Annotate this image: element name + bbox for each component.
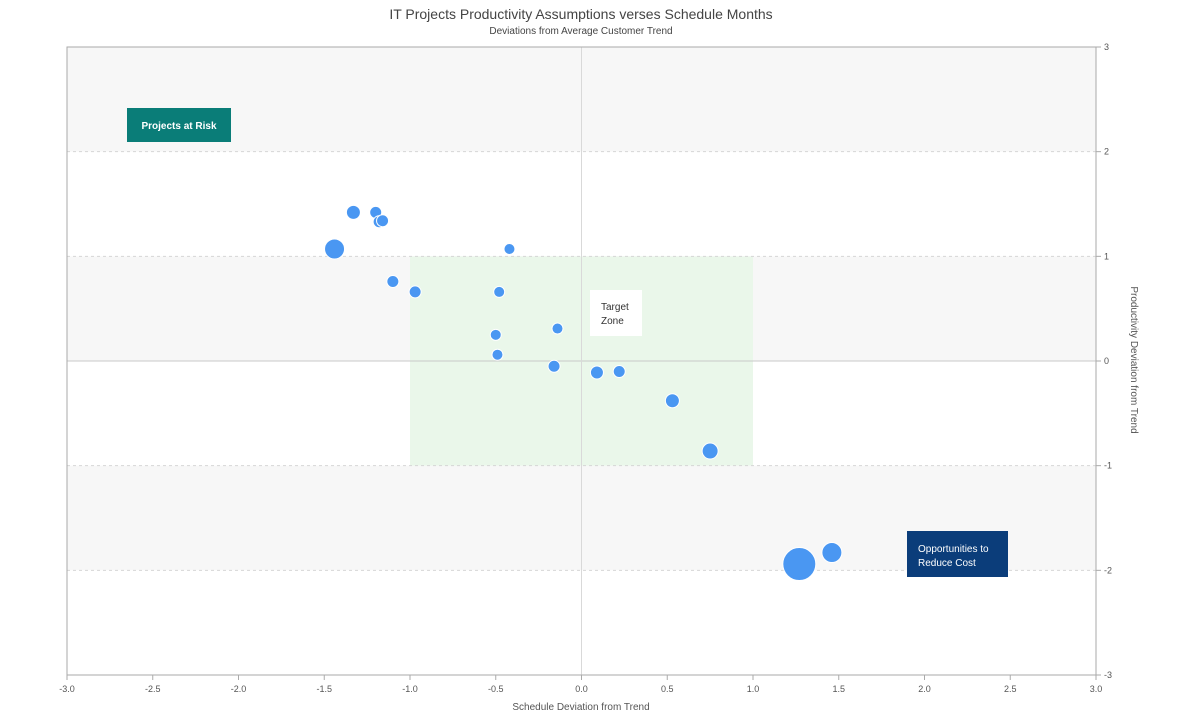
data-point	[701, 442, 719, 460]
x-tick-label: 1.5	[832, 684, 845, 694]
x-tick-label: -2.5	[145, 684, 161, 694]
x-tick-label: 3.0	[1090, 684, 1103, 694]
annotation-opportunities: Opportunities to Reduce Cost	[907, 531, 1008, 577]
y-tick-label: -1	[1104, 461, 1112, 471]
annotation-projects-at-risk-text: Projects at Risk	[141, 121, 216, 132]
x-tick-label: 2.0	[918, 684, 931, 694]
y-axis-label: Productivity Deviation from Trend	[1128, 286, 1139, 433]
x-tick-label: -2.0	[231, 684, 247, 694]
data-point	[386, 274, 400, 288]
chart-title: IT Projects Productivity Assumptions ver…	[389, 6, 772, 22]
chart-subtitle: Deviations from Average Customer Trend	[489, 26, 672, 37]
data-point	[547, 359, 561, 373]
data-point	[551, 322, 564, 335]
annotation-target-zone: Target Zone	[590, 290, 642, 336]
data-point	[503, 243, 516, 256]
data-point	[821, 542, 843, 564]
y-axis-ticks: 3 2 1 0 -1 -2 -3	[1096, 42, 1112, 680]
data-point	[664, 393, 680, 409]
x-tick-label: 1.0	[747, 684, 760, 694]
x-tick-label: -1.0	[402, 684, 418, 694]
x-tick-label: -3.0	[59, 684, 75, 694]
annotation-target-zone-text: Target Zone	[601, 302, 632, 327]
data-point	[408, 285, 422, 299]
x-axis-label: Schedule Deviation from Trend	[512, 702, 649, 713]
y-tick-label: -3	[1104, 670, 1112, 680]
data-points	[324, 204, 843, 582]
data-point	[324, 238, 346, 260]
data-point	[589, 365, 604, 380]
y-tick-label: 0	[1104, 356, 1109, 366]
x-tick-label: 0.0	[575, 684, 588, 694]
annotation-projects-at-risk: Projects at Risk	[127, 108, 231, 142]
data-point	[612, 364, 626, 378]
x-tick-label: -0.5	[488, 684, 504, 694]
data-point	[782, 547, 817, 582]
x-tick-label: 0.5	[661, 684, 674, 694]
data-point	[491, 348, 504, 361]
data-point	[376, 214, 390, 228]
x-axis-ticks: -3.0 -2.5 -2.0 -1.5 -1.0 -0.5 0.0 0.5 1.0 1.5 2.0 2…	[59, 675, 1102, 694]
data-point	[489, 328, 502, 341]
x-tick-label: 2.5	[1004, 684, 1017, 694]
data-point	[345, 204, 361, 220]
y-tick-label: 1	[1104, 251, 1109, 261]
y-tick-label: 2	[1104, 147, 1109, 157]
y-tick-label: -2	[1104, 565, 1112, 575]
y-tick-label: 3	[1104, 42, 1109, 52]
annotation-opportunities-text: Opportunities to Reduce Cost	[918, 544, 991, 569]
data-point	[493, 285, 506, 298]
x-tick-label: -1.5	[316, 684, 332, 694]
